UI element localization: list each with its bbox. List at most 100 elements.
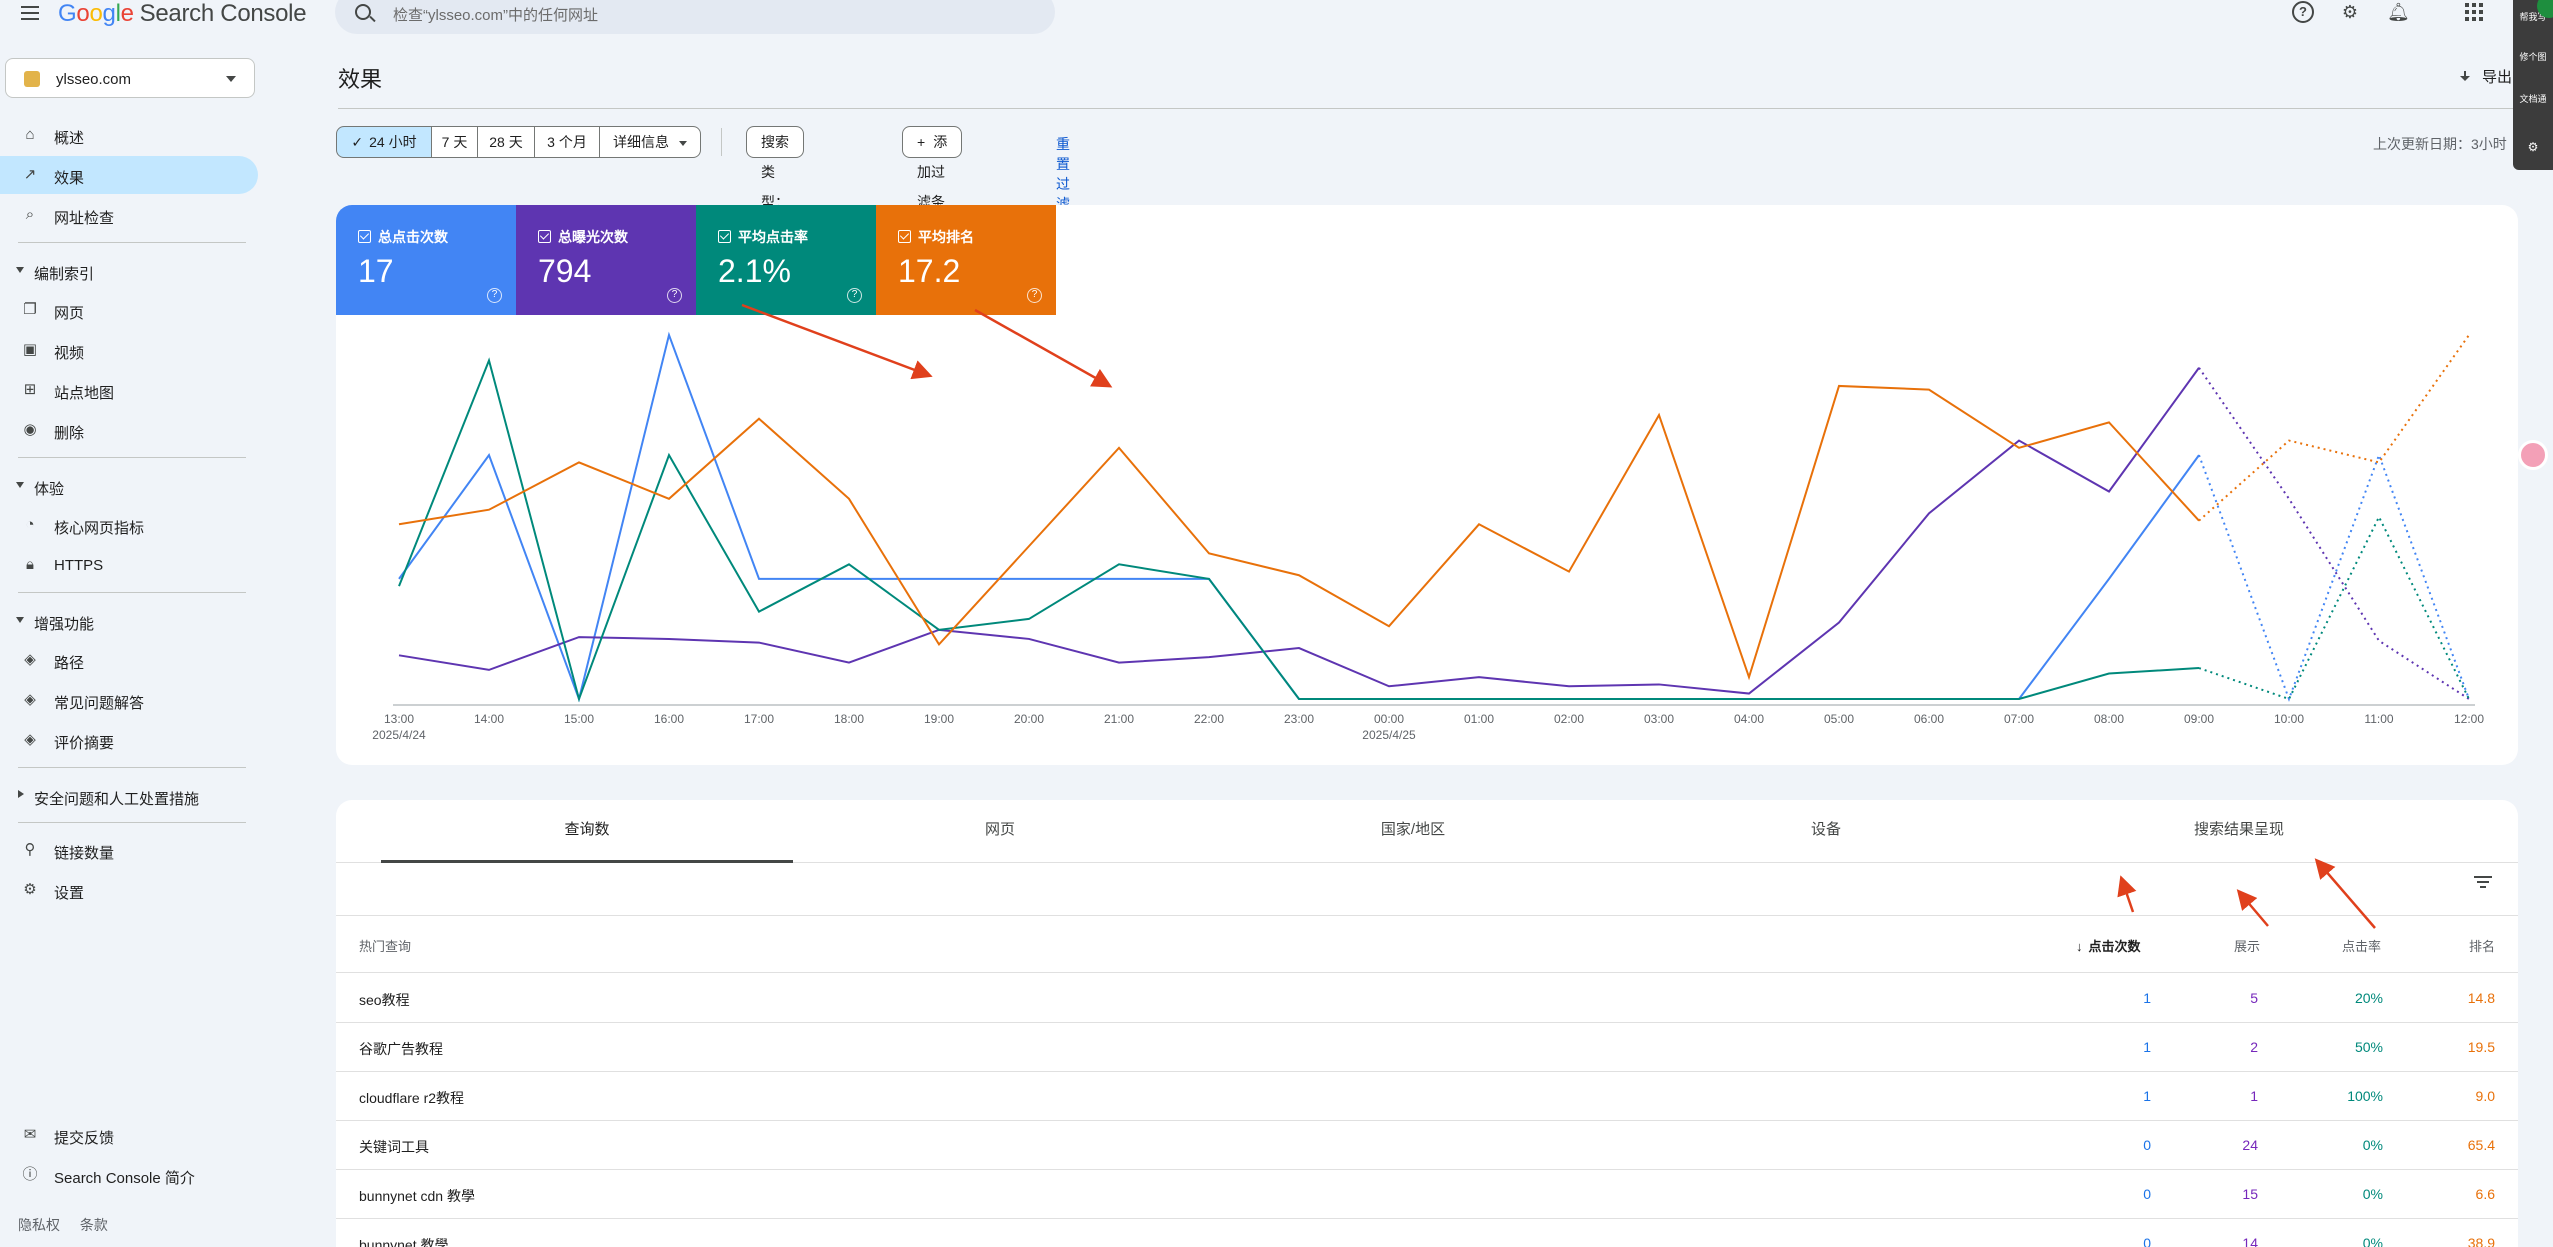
column-header-impressions[interactable]: 展示	[2234, 939, 2261, 954]
help-icon[interactable]: ?	[1027, 288, 1042, 303]
sidebar-item-removals[interactable]: ◉ 删除	[0, 411, 258, 449]
column-header-query[interactable]: 热门查询	[359, 939, 412, 954]
sidebar-item-overview[interactable]: ⌂ 概述	[0, 116, 258, 154]
tab-devices[interactable]: 设备	[1810, 821, 1841, 838]
export-button[interactable]: 导出	[2458, 66, 2512, 87]
expand-triangle-icon	[18, 790, 24, 798]
x-date-label: 2025/4/24	[372, 728, 426, 742]
toolbar-item-write[interactable]: 帮我写	[2519, 12, 2547, 22]
divider	[18, 767, 246, 768]
data-table-card: 查询数 网页 国家/地区 设备 搜索结果呈现 热门查询 ↓ 点击次数 展示 点击率…	[336, 800, 2518, 1247]
sort-down-arrow-icon: ↓	[2076, 939, 2083, 954]
table-row[interactable]: 谷歌广告教程 1 2 50% 19.5	[336, 1023, 2518, 1072]
sidebar-item-feedback[interactable]: ✉ 提交反馈	[0, 1116, 258, 1154]
x-tick-label: 16:00	[654, 712, 684, 726]
tab-queries[interactable]: 查询数	[381, 800, 793, 863]
date-range-7d[interactable]: 7 天	[431, 126, 478, 158]
cell-ctr: 0%	[2362, 1186, 2383, 1202]
table-row[interactable]: seo教程 1 5 20% 14.8	[336, 974, 2518, 1023]
table-row[interactable]: bunnynet 教學 0 14 0% 38.9	[336, 1219, 2518, 1247]
table-row[interactable]: cloudflare r2教程 1 1 100% 9.0	[336, 1072, 2518, 1121]
add-filter-button[interactable]: +添加过滤条件	[902, 126, 963, 240]
sidebar-section-security[interactable]: 安全问题和人工处置措施	[0, 781, 258, 811]
sidebar-item-videos[interactable]: ▣ 视频	[0, 331, 258, 369]
feedback-icon: ✉	[23, 1126, 37, 1143]
metric-value: 794	[538, 253, 592, 289]
sidebar-item-https[interactable]: 🔒︎ HTTPS	[0, 546, 258, 584]
sidebar-item-core-web-vitals[interactable]: ◔ 核心网页指标	[0, 506, 258, 544]
table-row[interactable]: bunnynet cdn 教學 0 15 0% 6.6	[336, 1170, 2518, 1219]
sidebar-item-pages[interactable]: ❐ 网页	[0, 291, 258, 329]
cell-clicks: 0	[2143, 1186, 2151, 1202]
sidebar-item-label: 常见问题解答	[54, 695, 145, 712]
tab-search-appearance[interactable]: 搜索结果呈现	[2193, 821, 2284, 838]
tab-pages[interactable]: 网页	[984, 821, 1015, 838]
toolbar-item-doc[interactable]: 文档通	[2519, 94, 2547, 104]
sidebar-item-links[interactable]: ⚲ 链接数量	[0, 831, 258, 869]
property-selector[interactable]: ylsseo.com	[5, 58, 255, 98]
toolbar-settings-icon[interactable]: ⚙	[2527, 140, 2539, 154]
divider	[18, 592, 246, 593]
metric-card-position[interactable]: 平均排名 17.2 ?	[876, 205, 1056, 315]
metric-card-clicks[interactable]: 总点击次数 17 ?	[336, 205, 516, 315]
checkbox-checked-icon	[718, 230, 731, 243]
home-icon: ⌂	[25, 126, 35, 143]
notifications-bell-icon[interactable]: 🔔︎	[2387, 2, 2410, 22]
privacy-link[interactable]: 隐私权	[18, 1217, 60, 1233]
sidebar-item-url-inspection[interactable]: ⌕ 网址检查	[0, 196, 258, 234]
sidebar-item-review-snippets[interactable]: ◈ 评价摘要	[0, 721, 258, 759]
performance-line-chart[interactable]: 13:00 2025/4/24 14:00 15:00 16:00 17:00 18:00 1…	[336, 205, 2518, 765]
sidebar-item-breadcrumbs[interactable]: ◈ 路径	[0, 641, 258, 679]
date-range-3m[interactable]: 3 个月	[534, 126, 600, 158]
column-header-clicks[interactable]: ↓ 点击次数	[2076, 936, 2141, 955]
layers-icon: ◈	[24, 691, 36, 708]
manage-users-icon[interactable]: ⚙	[2341, 2, 2359, 22]
sidebar-item-faq[interactable]: ◈ 常见问题解答	[0, 681, 258, 719]
top-bar: Google Search Console 检查“ylsseo.com”中的任何网…	[0, 0, 2553, 40]
column-header-position[interactable]: 排名	[2469, 939, 2496, 954]
sidebar-item-performance[interactable]: ↗ 效果	[0, 156, 258, 194]
eye-off-icon: ◉	[23, 421, 37, 438]
x-tick-label: 02:00	[1554, 712, 1584, 726]
date-range-28d[interactable]: 28 天	[477, 126, 535, 158]
metric-card-ctr[interactable]: 平均点击率 2.1% ?	[696, 205, 876, 315]
terms-link[interactable]: 条款	[79, 1217, 108, 1233]
sidebar-item-label: 网页	[54, 305, 85, 322]
translate-extension-icon[interactable]	[2518, 440, 2548, 470]
filter-rows-icon[interactable]	[2474, 876, 2492, 890]
date-range-24h[interactable]: ✓ 24 小时	[336, 126, 432, 158]
column-header-ctr[interactable]: 点击率	[2342, 939, 2382, 954]
help-icon[interactable]: ?	[847, 288, 862, 303]
help-icon[interactable]: ?	[667, 288, 682, 303]
cell-impressions: 1	[2250, 1088, 2258, 1104]
google-apps-icon[interactable]	[2463, 1, 2485, 23]
account-avatar[interactable]	[2537, 0, 2553, 18]
sidebar-item-about[interactable]: ⓘ Search Console 简介	[0, 1156, 258, 1194]
tab-countries[interactable]: 国家/地区	[1380, 821, 1446, 838]
toolbar-item-image[interactable]: 修个图	[2519, 52, 2547, 62]
video-icon: ▣	[22, 341, 38, 358]
metric-value: 2.1%	[718, 253, 791, 289]
cell-impressions: 15	[2242, 1186, 2258, 1202]
url-inspection-search[interactable]: 检查“ylsseo.com”中的任何网址	[335, 0, 1055, 34]
sidebar-section-enhancements[interactable]: 增强功能	[0, 606, 258, 636]
check-icon: ✓	[351, 134, 364, 150]
sidebar-item-sitemaps[interactable]: ⊞ 站点地图	[0, 371, 258, 409]
help-icon[interactable]: ?	[2292, 1, 2314, 23]
x-tick-label: 10:00	[2274, 712, 2304, 726]
sidebar-section-indexing[interactable]: 编制索引	[0, 256, 258, 286]
help-icon[interactable]: ?	[487, 288, 502, 303]
section-title: 编制索引	[34, 266, 95, 283]
sidebar-section-experience[interactable]: 体验	[0, 471, 258, 501]
metric-card-impressions[interactable]: 总曝光次数 794 ?	[516, 205, 696, 315]
x-tick-label: 17:00	[744, 712, 774, 726]
main-menu-icon[interactable]	[18, 2, 42, 26]
sidebar-item-settings[interactable]: ⚙ 设置	[0, 871, 258, 909]
date-range-label: 3 个月	[547, 134, 587, 150]
search-console-logo[interactable]: Google Search Console	[58, 0, 307, 27]
search-type-filter[interactable]: 搜索类型：网络	[746, 126, 804, 266]
sidebar-item-label: 网址检查	[54, 210, 115, 227]
date-range-more[interactable]: 详细信息	[599, 126, 701, 158]
table-row[interactable]: 关键词工具 0 24 0% 65.4	[336, 1121, 2518, 1170]
x-tick-label: 04:00	[1734, 712, 1764, 726]
